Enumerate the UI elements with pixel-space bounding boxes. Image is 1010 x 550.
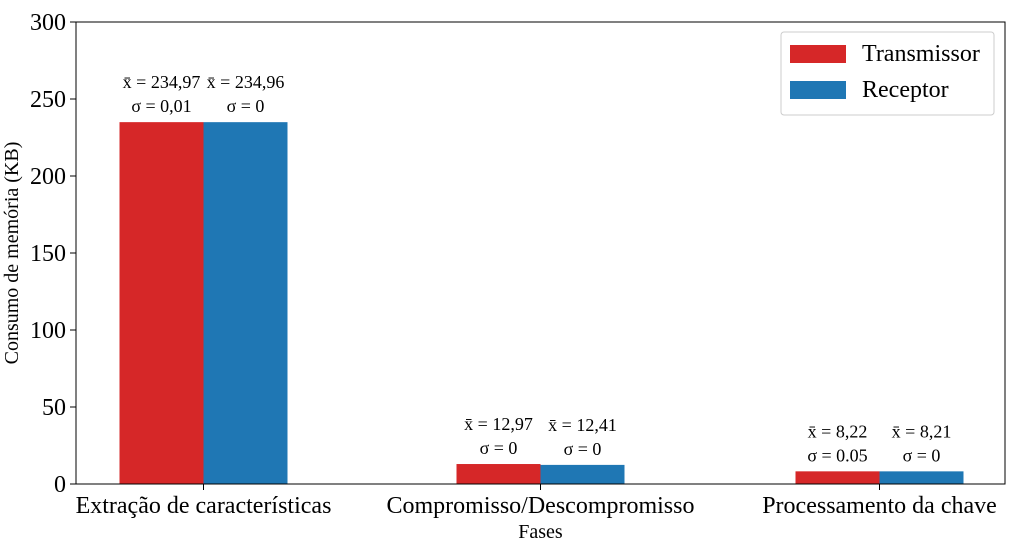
bars-layer: [119, 122, 964, 485]
y-tick-label: 150: [30, 241, 66, 267]
bar-receptor: [540, 464, 625, 484]
x-tick-label: Compromisso/Descompromisso: [386, 493, 694, 519]
y-tick-label: 50: [42, 395, 66, 421]
y-axis: 0 50 100 150 200 250 300: [30, 10, 76, 498]
std-label: σ = 0: [564, 439, 602, 459]
x-tick-label: Processamento da chave: [762, 493, 997, 519]
bar-transmissor: [456, 464, 541, 484]
bar-receptor: [879, 471, 964, 484]
std-label: σ = 0: [227, 96, 265, 116]
x-axis-label: Fases: [518, 521, 563, 543]
y-axis-label: Consumo de memória (KB): [1, 142, 23, 365]
mean-label: x̄ = 12,97: [464, 414, 533, 434]
y-tick-label: 200: [30, 164, 66, 190]
legend-swatch-transmissor: [790, 45, 846, 63]
x-axis: Extração de características Compromisso/D…: [76, 484, 997, 519]
legend-label-receptor: Receptor: [862, 77, 949, 103]
legend-swatch-receptor: [790, 81, 846, 99]
y-tick-label: 250: [30, 87, 66, 113]
std-label: σ = 0,01: [131, 96, 191, 116]
annotations-layer: x̄ = 234,97 σ = 0,01 x̄ = 12,97 σ = 0 x̄ = 8…: [123, 72, 952, 465]
std-label: σ = 0: [903, 445, 941, 465]
x-tick-label: Extração de características: [76, 493, 332, 519]
bar-transmissor: [119, 122, 204, 484]
std-label: σ = 0.05: [807, 445, 867, 465]
mean-label: x̄ = 8,21: [892, 421, 952, 441]
legend: Transmissor Receptor: [780, 31, 995, 116]
mean-label: x̄ = 234,96: [207, 72, 285, 92]
std-label: σ = 0: [480, 438, 518, 458]
y-tick-label: 100: [30, 318, 66, 344]
mean-label: x̄ = 8,22: [808, 421, 868, 441]
y-tick-label: 300: [30, 10, 66, 36]
bar-receptor: [203, 122, 288, 485]
bar-transmissor: [795, 471, 880, 484]
mean-label: x̄ = 12,41: [548, 415, 617, 435]
mean-label: x̄ = 234,97: [123, 72, 201, 92]
y-tick-label: 0: [54, 472, 66, 498]
legend-label-transmissor: Transmissor: [862, 41, 980, 67]
